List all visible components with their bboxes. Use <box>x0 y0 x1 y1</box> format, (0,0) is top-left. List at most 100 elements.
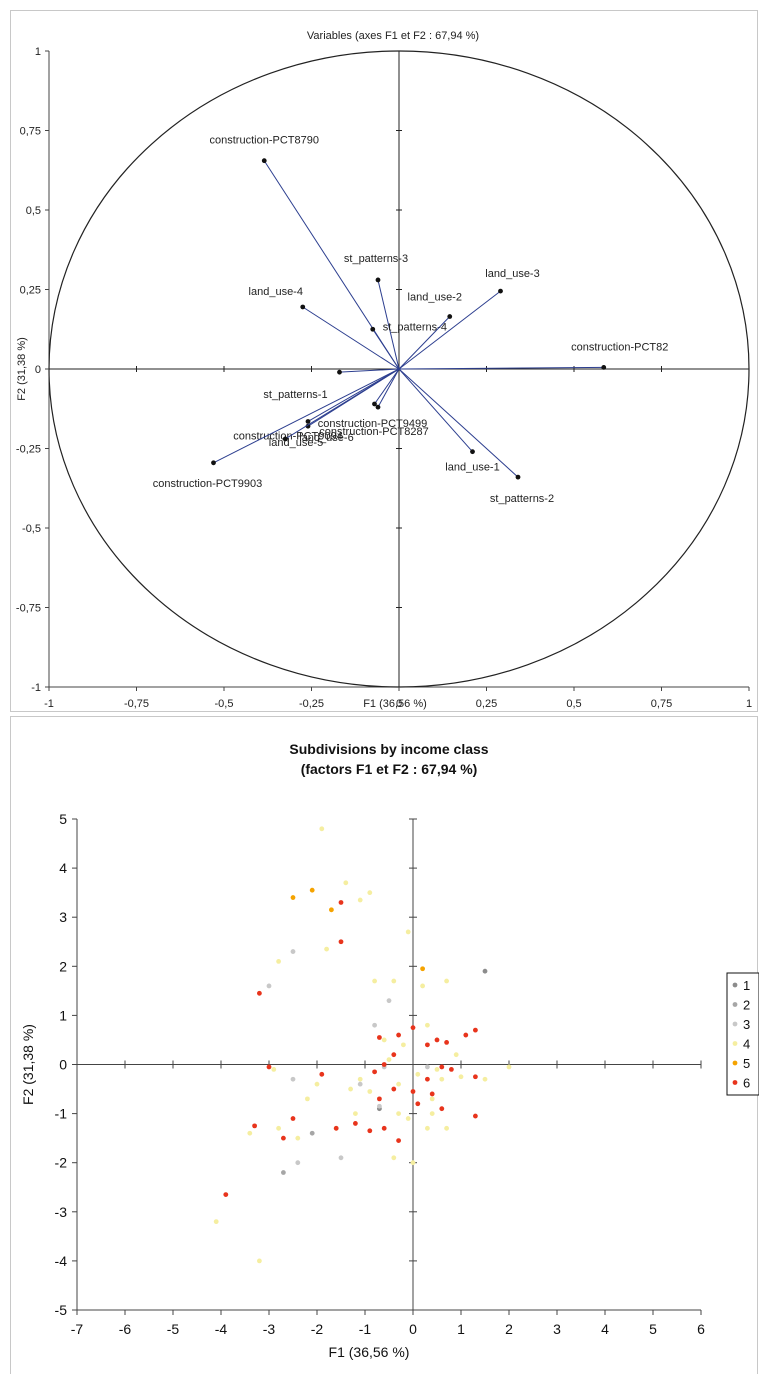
chart2-point-class-5 <box>309 887 315 893</box>
chart2-y-tick-label: -3 <box>55 1204 68 1220</box>
chart2-x-tick-label: 2 <box>505 1321 513 1337</box>
chart2-x-tick-label: -2 <box>311 1321 324 1337</box>
chart2-y-tick-label: 4 <box>59 860 67 876</box>
chart2-point-class-3 <box>295 1160 301 1166</box>
chart2-legend-marker <box>732 1080 738 1085</box>
chart2-point-class-4 <box>434 1067 440 1072</box>
chart1-vector-label: construction-PCT82 <box>571 341 668 353</box>
chart2-point-class-4 <box>420 983 425 989</box>
income-class-scatter-svg: Subdivisions by income class (factors F1 … <box>20 741 759 1360</box>
chart1-y-tick-label: 0,5 <box>26 205 41 217</box>
chart1-vector-line <box>213 368 400 464</box>
chart2-y-tick-label: 1 <box>59 1007 67 1023</box>
chart2-point-class-4 <box>410 1160 416 1166</box>
chart2-point-class-4 <box>305 1096 310 1102</box>
chart2-point-class-4 <box>357 1076 363 1082</box>
chart2-point-class-4 <box>391 1155 397 1161</box>
chart1-vector-label: st_patterns-2 <box>490 493 554 505</box>
chart2-y-tick-label: 0 <box>59 1057 67 1073</box>
chart1-vector-line <box>377 279 400 370</box>
chart2-legend-label: 6 <box>743 1076 750 1091</box>
chart2-legend-marker <box>732 982 738 988</box>
chart2-point-class-4 <box>271 1067 277 1072</box>
chart1-vector-label: land_use-3 <box>485 268 539 280</box>
chart2-point-class-6 <box>367 1128 373 1134</box>
chart2-point-class-4 <box>367 1089 373 1094</box>
chart2-point-class-3 <box>338 1155 344 1161</box>
chart1-x-axis-label: F1 (36,56 %) <box>363 698 427 710</box>
chart1-vector-label: land_use-2 <box>408 292 462 304</box>
chart2-point-class-6 <box>396 1032 401 1038</box>
chart1-vector-point <box>375 404 381 410</box>
chart2-point-class-4 <box>429 1111 435 1116</box>
chart2-point-class-3 <box>425 1064 430 1070</box>
chart2-point-class-2 <box>309 1130 315 1136</box>
chart1-vector-line <box>302 306 400 370</box>
chart1-vector-line <box>398 366 604 370</box>
chart2-legend-label: 5 <box>743 1056 750 1071</box>
chart1-x-tick-label: 0,25 <box>476 698 497 710</box>
chart1-title: Variables (axes F1 et F2 : 67,94 %) <box>307 30 479 42</box>
chart1-vector-line <box>284 368 400 440</box>
chart2-point-class-4 <box>415 1071 421 1077</box>
chart2-point-class-6 <box>415 1101 421 1107</box>
chart2-legend-marker <box>732 1060 738 1066</box>
chart2-x-tick-label: 4 <box>601 1321 609 1337</box>
chart2-point-class-6 <box>353 1121 358 1126</box>
chart1-vector-point <box>372 401 377 407</box>
chart2-point-class-4 <box>444 978 449 984</box>
chart2-point-class-4 <box>247 1130 253 1136</box>
chart1-vector-label: land_use-5 <box>269 437 323 449</box>
chart1-vector-label: land_use-6 <box>299 432 353 444</box>
chart1-y-tick-label: -0,5 <box>22 523 41 535</box>
chart1-x-tick-label: 0,5 <box>566 698 581 710</box>
chart2-point-class-6 <box>473 1113 478 1119</box>
chart2-point-class-4 <box>458 1074 464 1080</box>
chart2-point-class-4 <box>453 1052 459 1058</box>
chart2-point-class-3 <box>290 949 296 954</box>
chart2-point-class-2 <box>281 1170 286 1175</box>
chart2-x-tick-label: -5 <box>167 1321 180 1337</box>
chart2-point-class-6 <box>391 1052 397 1058</box>
chart2-point-class-6 <box>425 1076 430 1082</box>
chart1-y-tick-label: -1 <box>31 682 41 694</box>
chart2-point-class-4 <box>381 1037 387 1043</box>
chart1-vector-label: st_patterns-4 <box>383 321 447 333</box>
chart1-x-tick-label: -0,5 <box>215 698 234 710</box>
chart1-y-tick-label: -0,25 <box>16 444 41 456</box>
chart2-point-class-6 <box>290 1116 296 1121</box>
chart2-point-class-4 <box>425 1125 430 1131</box>
chart2-point-class-4 <box>276 958 281 964</box>
chart2-legend-marker <box>732 1002 738 1007</box>
chart2-point-class-6 <box>425 1042 430 1048</box>
chart2-legend-label: 1 <box>743 978 750 993</box>
chart1-vector-point <box>498 288 503 294</box>
chart2-y-tick-label: 3 <box>59 909 67 925</box>
chart2-point-class-6 <box>338 939 344 945</box>
chart2-legend-box <box>726 972 759 1096</box>
chart2-point-class-4 <box>276 1125 281 1131</box>
chart2-point-class-5 <box>290 895 296 900</box>
chart2-point-class-4 <box>357 897 363 903</box>
chart1-vector-line <box>377 368 400 408</box>
chart2-point-class-6 <box>396 1138 401 1144</box>
chart2-point-class-4 <box>295 1135 301 1141</box>
chart2-y-tick-label: -4 <box>55 1253 68 1269</box>
chart2-point-class-3 <box>377 1103 382 1109</box>
chart1-vector-line <box>398 368 519 478</box>
chart1-x-tick-label: 1 <box>746 698 752 710</box>
chart2-point-class-3 <box>372 1022 377 1028</box>
chart2-point-class-6 <box>449 1067 454 1072</box>
chart2-point-class-6 <box>391 1086 397 1092</box>
chart1-vector-point <box>601 365 607 370</box>
chart1-vector-point <box>447 314 453 319</box>
chart2-point-class-4 <box>429 1096 435 1102</box>
chart1-vector-label: construction-PCT9499 <box>318 418 427 430</box>
chart1-vector-point <box>305 419 311 424</box>
chart1-y-tick-label: -0,75 <box>16 603 41 615</box>
chart1-x-tick-label: -0,75 <box>124 698 149 710</box>
chart2-point-class-6 <box>333 1125 339 1131</box>
chart1-vector-line <box>398 368 473 453</box>
chart1-y-tick-label: 0,75 <box>20 126 41 138</box>
chart2-point-class-3 <box>386 998 392 1004</box>
